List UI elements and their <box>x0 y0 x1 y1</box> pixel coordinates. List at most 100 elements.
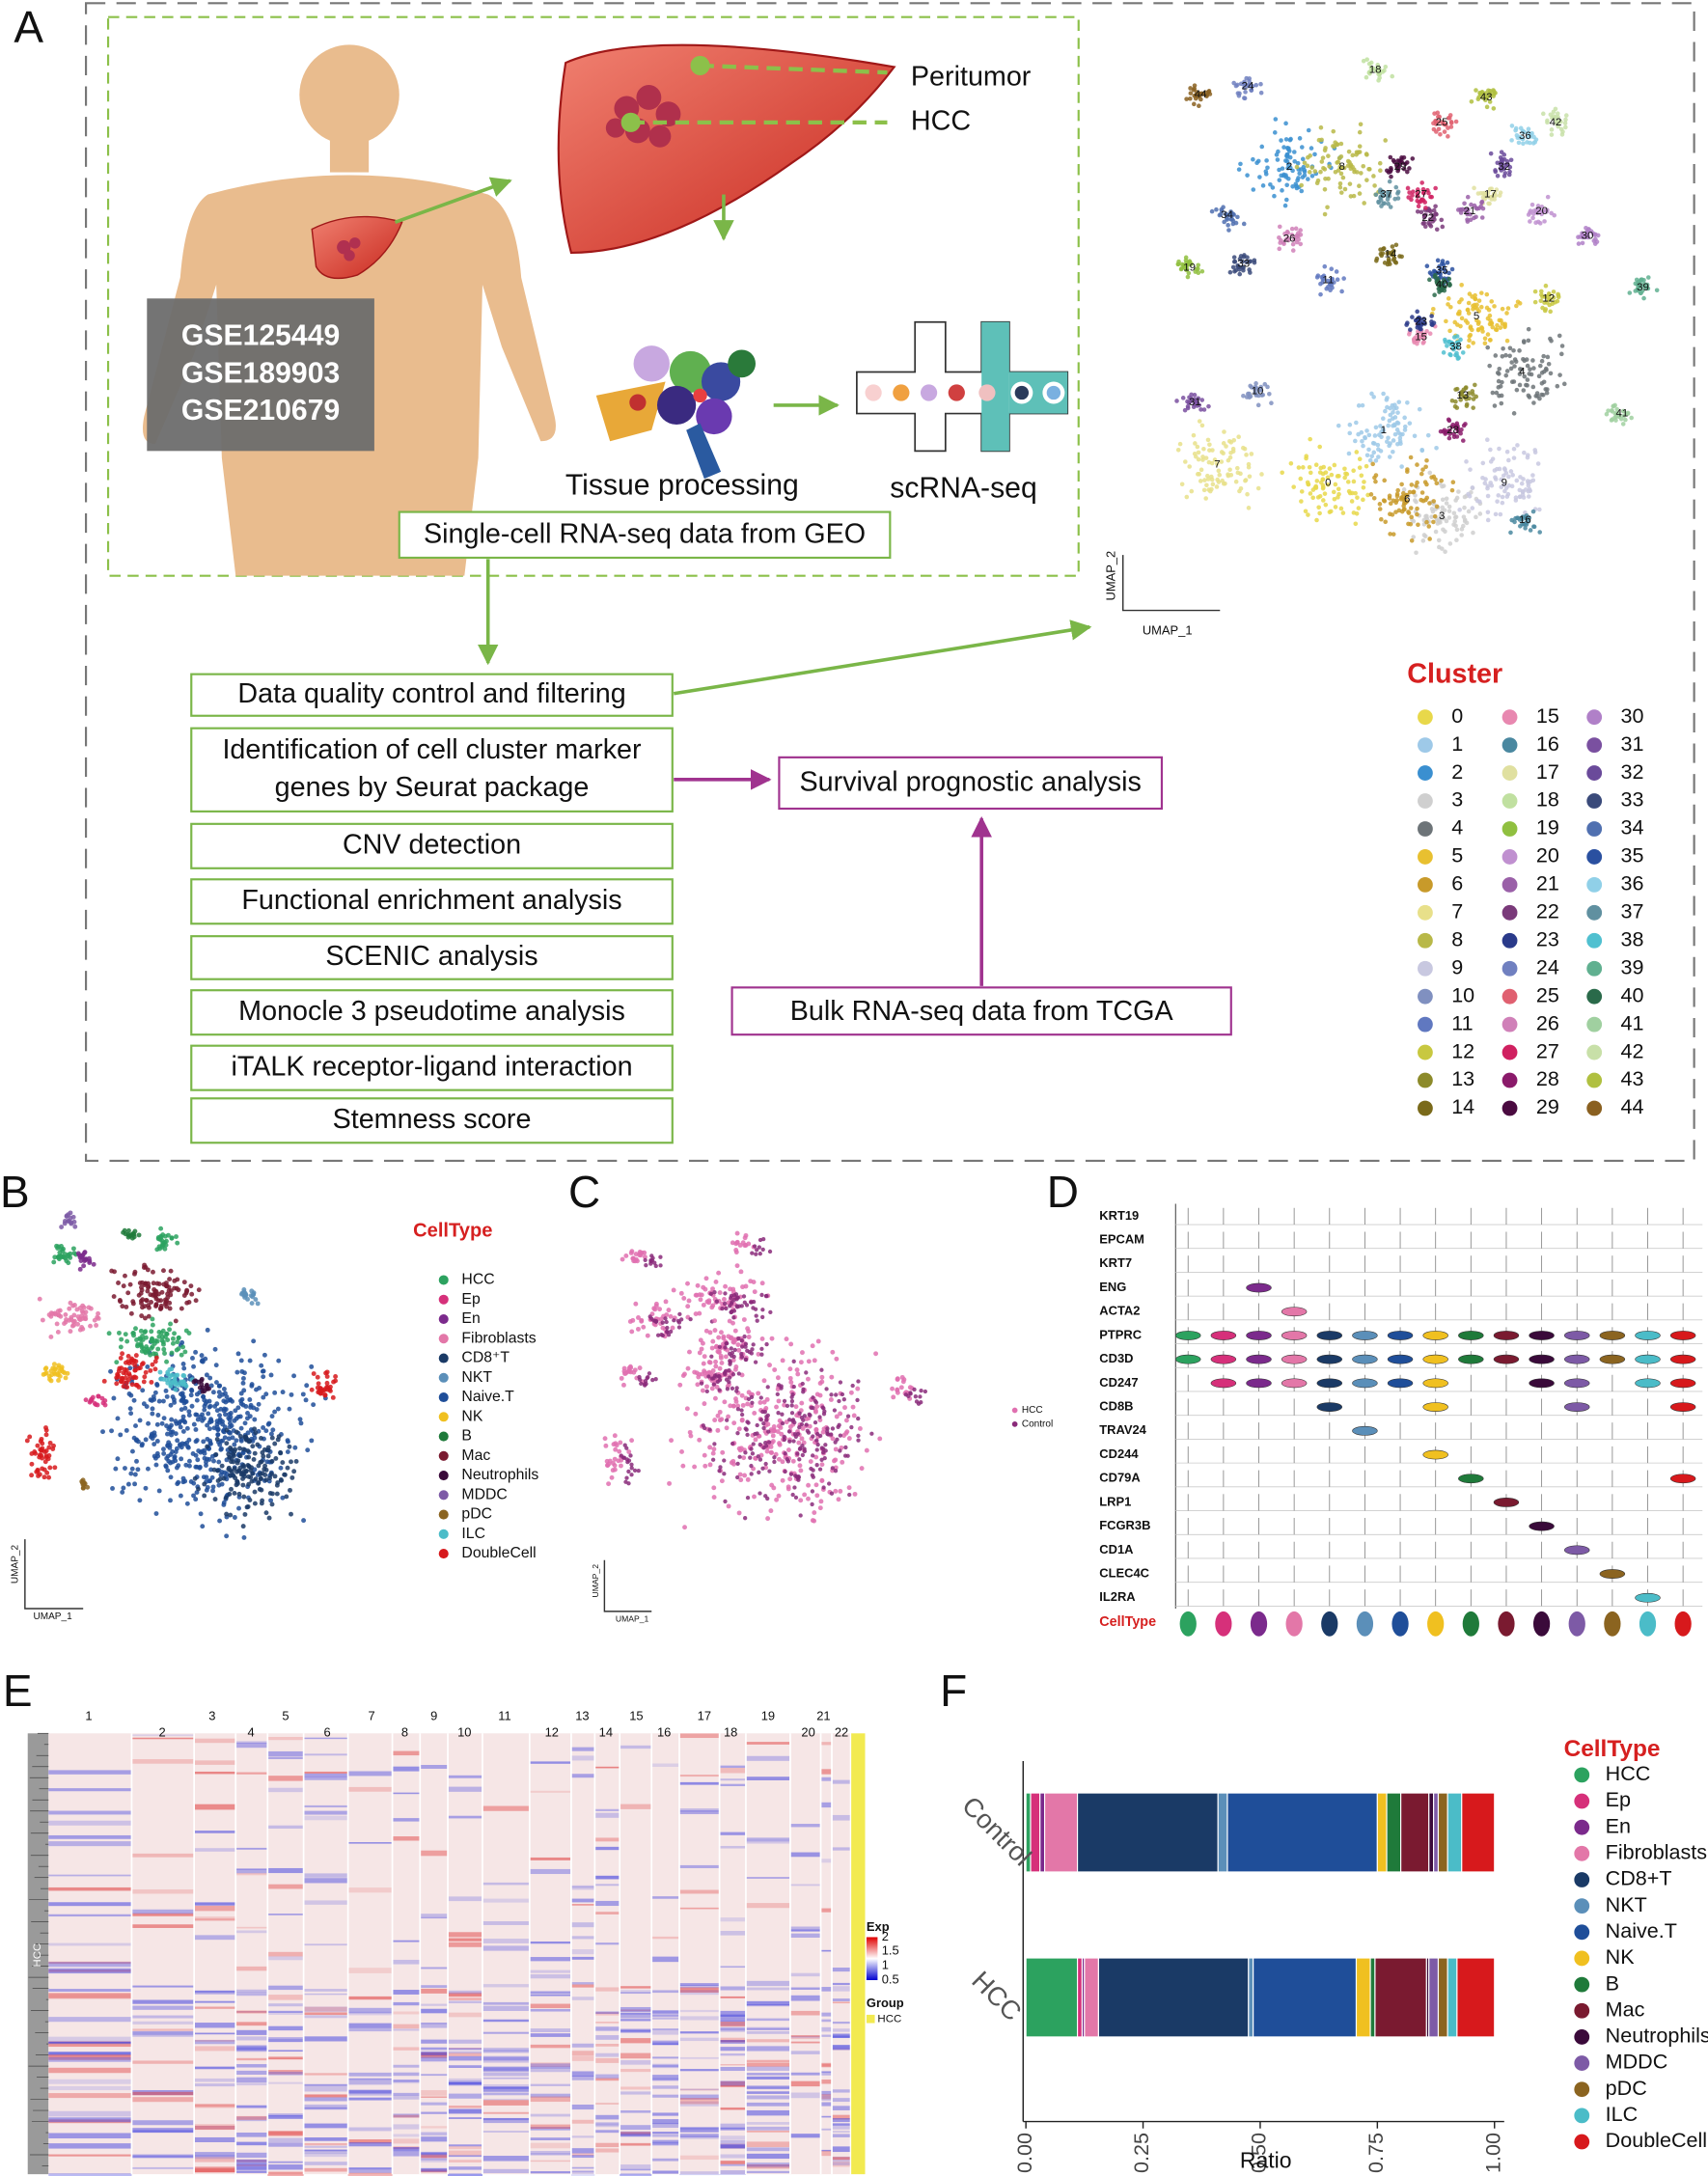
umap-point <box>1489 321 1495 326</box>
geo-box <box>398 510 892 560</box>
umap-point <box>59 1366 65 1372</box>
umap-point <box>1387 418 1392 424</box>
umap-point <box>745 1476 751 1482</box>
workflow-box <box>190 1097 674 1144</box>
violin <box>1599 1569 1626 1579</box>
heatmap-cell <box>420 2074 449 2077</box>
umap-point <box>242 1420 248 1426</box>
umap-point <box>1345 480 1351 484</box>
umap-point <box>852 1491 858 1497</box>
umap-point <box>1475 321 1481 326</box>
umap-cluster-label: 35 <box>1436 265 1448 277</box>
umap-point <box>1241 445 1246 451</box>
umap-point <box>242 1511 248 1517</box>
umap-point <box>1446 435 1452 441</box>
umap-point <box>716 1270 722 1276</box>
legend-dot <box>1586 932 1603 949</box>
umap-point <box>1388 154 1393 160</box>
umap-point <box>1277 224 1282 230</box>
gene-label: LRP1 <box>1099 1494 1131 1508</box>
umap-point <box>207 1426 212 1432</box>
legend-dot <box>1418 737 1433 754</box>
umap-point <box>1217 472 1223 478</box>
umap-point <box>623 1253 629 1258</box>
umap-point <box>1228 440 1234 445</box>
umap-point <box>1467 391 1472 396</box>
heatmap-cell <box>820 1859 833 1863</box>
umap-point <box>322 1387 328 1392</box>
umap-point <box>297 1417 303 1422</box>
umap-point <box>703 1328 709 1334</box>
umap-point <box>1470 485 1475 490</box>
umap-point <box>1334 269 1339 274</box>
umap-point <box>766 1440 772 1445</box>
umap-point <box>814 1438 819 1443</box>
violin <box>1210 1378 1237 1389</box>
legend-label: 32 <box>1620 759 1643 784</box>
umap-point <box>117 1330 122 1336</box>
umap-point <box>168 1474 174 1480</box>
heatmap-cell <box>570 2170 595 2176</box>
umap-point <box>1466 491 1471 497</box>
umap-point <box>1457 508 1462 512</box>
umap-point <box>51 1362 57 1367</box>
legend-label: DoubleCell <box>461 1545 536 1561</box>
legend-label: 30 <box>1620 703 1643 728</box>
umap-point <box>27 1434 33 1440</box>
umap-point <box>1236 167 1242 172</box>
umap-point <box>1387 190 1392 196</box>
umap-point <box>1522 450 1527 455</box>
umap-point <box>1576 234 1581 239</box>
umap-point <box>794 1367 800 1373</box>
umap-point <box>1335 160 1339 165</box>
umap-point <box>846 1436 852 1442</box>
umap-point <box>716 1349 722 1355</box>
umap-point <box>1216 468 1222 474</box>
umap-point <box>186 1409 192 1415</box>
umap-point <box>1174 399 1179 403</box>
umap-point <box>1436 537 1442 543</box>
heatmap-cell <box>303 2167 348 2172</box>
umap-point <box>83 1397 89 1403</box>
umap-point <box>783 1451 787 1456</box>
heatmap-cell <box>48 2143 132 2149</box>
umap-point <box>1408 454 1414 460</box>
umap-point <box>1373 458 1379 463</box>
umap-point <box>1432 292 1437 298</box>
umap-point <box>815 1442 820 1447</box>
umap-point <box>1415 187 1420 192</box>
umap-point <box>677 1311 682 1317</box>
umap-point <box>629 1473 634 1477</box>
umap-cluster-label: 5 <box>1474 311 1479 322</box>
umap-point <box>1298 241 1304 247</box>
umap-point <box>1530 384 1536 390</box>
umap-point <box>810 1489 815 1494</box>
workflow-box <box>190 673 674 717</box>
umap-point <box>161 1446 166 1452</box>
umap-point <box>257 1385 262 1391</box>
umap-point <box>57 1373 63 1379</box>
umap-point <box>1446 417 1451 423</box>
umap-point <box>234 1460 240 1466</box>
umap-point <box>606 1461 612 1467</box>
umap-point <box>1233 479 1239 484</box>
heatmap-cell <box>745 2062 790 2067</box>
umap-point <box>1320 155 1326 160</box>
umap-point <box>1364 463 1369 469</box>
umap-point <box>1595 233 1601 238</box>
umap-point <box>275 1406 281 1412</box>
umap-point <box>1383 138 1388 143</box>
umap-point <box>743 1283 749 1289</box>
umap-point <box>709 1386 715 1391</box>
umap-point <box>146 1303 152 1308</box>
umap-point <box>719 1417 725 1422</box>
umap-point <box>1336 155 1342 161</box>
umap-point <box>678 1290 684 1296</box>
umap-point <box>850 1383 855 1389</box>
umap-point <box>1487 313 1493 318</box>
umap-point <box>1403 161 1408 167</box>
umap-point <box>204 1372 209 1378</box>
umap-point <box>1296 465 1302 470</box>
umap-point <box>175 1438 180 1444</box>
umap-point <box>824 1387 829 1391</box>
